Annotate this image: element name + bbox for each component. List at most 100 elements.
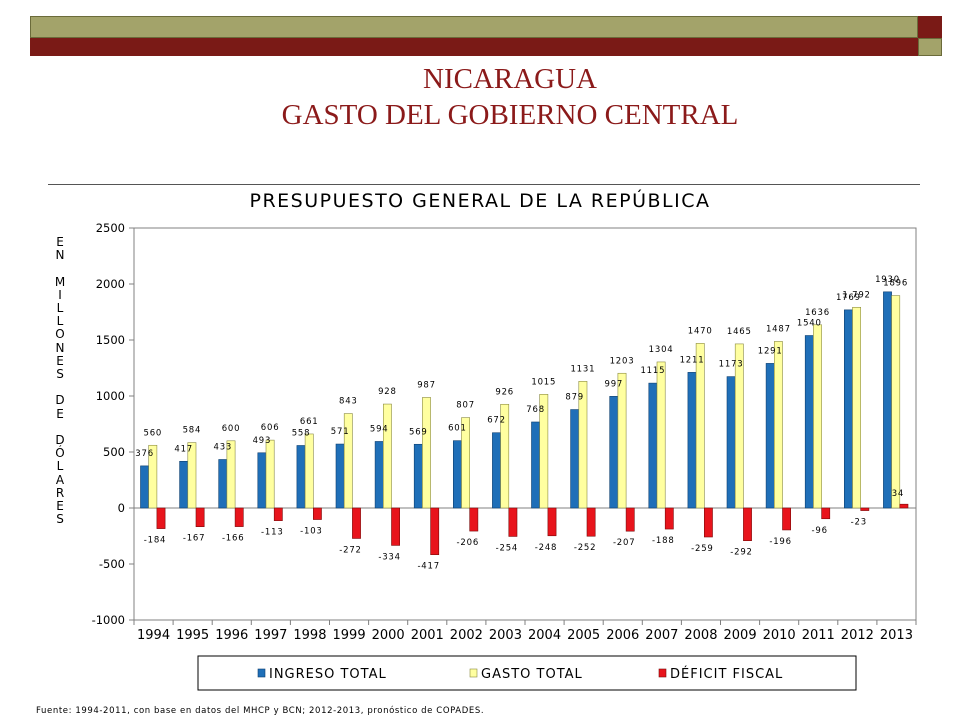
- expense-value-label: 1465: [727, 327, 752, 337]
- deficit-value-label: -184: [144, 536, 167, 546]
- income-value-label: 376: [135, 449, 154, 459]
- x-tick-label: 2002: [450, 628, 483, 643]
- expense-value-label: 987: [417, 380, 436, 390]
- x-tick-label: 2001: [411, 628, 444, 643]
- expense-bar: [265, 439, 275, 509]
- x-tick-label: 2013: [880, 628, 913, 643]
- income-value-label: 594: [370, 424, 389, 434]
- x-tick-label: 2010: [763, 628, 796, 643]
- x-tick-label: 1994: [137, 628, 170, 643]
- income-value-label: 997: [604, 379, 623, 389]
- income-value-label: 672: [487, 416, 506, 426]
- deficit-bar: [430, 507, 440, 556]
- income-value-label: 558: [292, 429, 311, 439]
- deficit-bar: [664, 507, 674, 530]
- deficit-bar: [586, 507, 596, 537]
- expense-bar: [187, 442, 197, 509]
- expense-value-label: 807: [456, 401, 475, 411]
- deficit-value-label: -166: [222, 534, 245, 544]
- deficit-bar: [508, 507, 518, 537]
- deficit-value-label: -272: [339, 545, 362, 555]
- expense-value-label: 661: [300, 417, 319, 427]
- deficit-value-label: -207: [613, 538, 636, 548]
- expense-value-label: 843: [339, 397, 358, 407]
- income-bar: [492, 432, 501, 509]
- slide-title-line2: GASTO DEL GOBIERNO CENTRAL: [281, 99, 739, 131]
- top-decoration-bar: [30, 16, 942, 56]
- deficit-value-label: -103: [300, 527, 323, 537]
- income-bar: [140, 465, 149, 509]
- income-bar: [570, 409, 580, 509]
- expense-bar: [734, 343, 744, 509]
- income-bar: [765, 363, 775, 509]
- deficit-value-label: -23: [851, 518, 867, 528]
- income-bar: [257, 452, 267, 509]
- x-tick-label: 2009: [724, 628, 757, 643]
- deficit-bar: [625, 507, 635, 532]
- x-tick-label: 2007: [645, 628, 678, 643]
- expense-bar: [461, 417, 470, 509]
- deficit-value-label: -259: [691, 544, 714, 554]
- income-bar: [883, 291, 892, 509]
- income-value-label: 1930: [875, 275, 900, 285]
- expense-value-label: 1896: [883, 279, 908, 289]
- deficit-value-label: -248: [535, 543, 558, 553]
- y-axis-label: E N M I L L O N E S D E D Ó L A R E S: [54, 235, 66, 527]
- chart-title: PRESUPUESTO GENERAL DE LA REPÚBLICA: [249, 190, 711, 212]
- income-bar: [843, 309, 853, 509]
- y-tick-label: 2500: [96, 221, 125, 235]
- expense-bar: [304, 433, 314, 509]
- olive-square: [918, 38, 942, 56]
- x-tick-label: 2012: [841, 628, 874, 643]
- income-value-label: 417: [174, 444, 193, 454]
- deficit-bar: [391, 507, 400, 546]
- income-value-label: 1211: [680, 355, 705, 365]
- deficit-bar: [547, 507, 557, 537]
- income-value-label: 569: [409, 427, 428, 437]
- income-value-label: 1173: [719, 360, 744, 370]
- deficit-bar: [469, 507, 479, 532]
- expense-bar: [578, 381, 588, 509]
- legend-income-label: INGRESO TOTAL: [269, 667, 387, 682]
- expense-bar: [656, 361, 666, 509]
- income-value-label: 601: [448, 424, 467, 434]
- y-tick-label: 0: [118, 501, 125, 515]
- deficit-bar: [195, 507, 205, 528]
- expense-bar: [539, 394, 549, 509]
- x-tick-label: 2008: [684, 628, 717, 643]
- x-tick-label: 2005: [567, 628, 600, 643]
- income-bar: [374, 441, 384, 509]
- x-tick-label: 2003: [489, 628, 522, 643]
- legend-expense-label: GASTO TOTAL: [481, 667, 583, 682]
- expense-bar: [852, 306, 861, 509]
- expense-value-label: 1470: [688, 326, 713, 336]
- deficit-bar: [234, 507, 244, 527]
- expense-bar: [617, 372, 627, 509]
- expense-bar: [343, 413, 353, 509]
- x-tick-label: 2004: [528, 628, 561, 643]
- income-value-label: 1115: [640, 366, 665, 376]
- deficit-bar: [312, 507, 322, 520]
- maroon-band: [30, 38, 918, 56]
- expense-bar: [695, 343, 705, 509]
- income-bar: [179, 460, 189, 509]
- expense-value-label: 606: [261, 423, 280, 433]
- income-bar: [726, 376, 736, 509]
- plot-area: [133, 227, 917, 621]
- income-bar: [218, 459, 228, 509]
- y-tick-label: 1000: [96, 389, 125, 403]
- income-bar: [531, 421, 540, 509]
- deficit-bar: [703, 507, 713, 538]
- deficit-value-label: -254: [496, 543, 519, 553]
- expense-value-label: 1,792: [842, 290, 870, 300]
- deficit-value-label: -292: [730, 548, 753, 558]
- income-bar: [296, 445, 306, 509]
- income-bar: [452, 440, 462, 509]
- expense-value-label: 1487: [766, 324, 791, 334]
- deficit-value-label: -188: [652, 536, 675, 546]
- expense-bar: [382, 403, 392, 509]
- x-tick-label: 1996: [215, 628, 248, 643]
- income-value-label: 1769: [836, 293, 861, 303]
- deficit-bar: [821, 507, 831, 520]
- expense-value-label: 928: [378, 387, 397, 397]
